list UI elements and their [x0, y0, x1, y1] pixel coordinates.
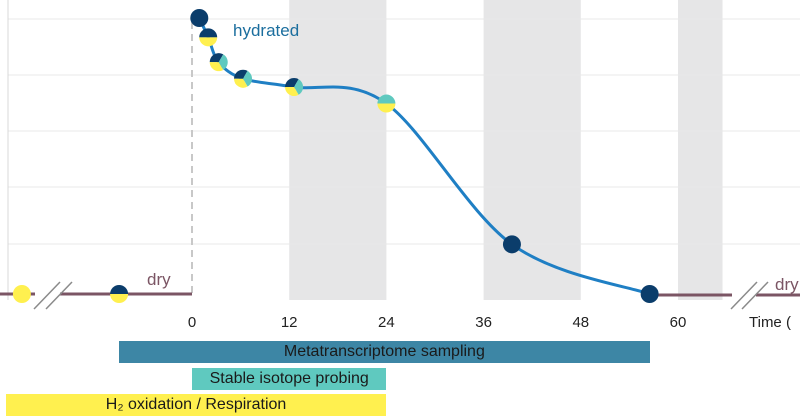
data-point-8	[502, 235, 521, 254]
data-point-segment-1-1	[110, 294, 129, 303]
data-point-2	[190, 9, 209, 27]
experiment-bar-label-0: Metatranscriptome sampling	[283, 343, 485, 360]
x-tick-label-48: 48	[572, 314, 589, 331]
data-point-segment-5-0	[234, 69, 248, 79]
experiment-bar-1: Stable isotope probing	[192, 368, 387, 390]
data-point-1	[110, 285, 129, 303]
axis-break-slash-a-1	[730, 281, 758, 310]
data-point-segment-4-1	[218, 54, 228, 70]
data-point-segment-6-0	[285, 78, 299, 87]
experiment-bar-0: Metatranscriptome sampling	[119, 341, 650, 363]
data-point-segment-5-2	[234, 78, 248, 88]
data-point-segment-5-1	[243, 70, 253, 87]
annotation-dry-2: dry	[775, 275, 799, 294]
data-point-3	[199, 28, 218, 47]
shaded-interval-1	[483, 0, 581, 300]
data-point-4	[209, 53, 228, 72]
data-point-segment-6-2	[285, 87, 299, 96]
data-point-segment-6-1	[294, 79, 304, 95]
data-point-segment-7-0	[377, 94, 396, 104]
x-tick-label-0: 0	[188, 314, 196, 331]
experiment-bar-2: H₂ oxidation / Respiration	[5, 394, 387, 416]
x-tick-label-24: 24	[378, 314, 395, 331]
x-axis-label: Time (	[749, 314, 791, 331]
data-point-0	[12, 285, 31, 303]
axis-break-gap-1	[732, 282, 756, 306]
data-point-5	[234, 69, 253, 88]
annotation-dry-1: dry	[147, 270, 171, 289]
data-point-7	[377, 94, 396, 113]
x-tick-label-60: 60	[670, 314, 687, 331]
data-point-segment-7-1	[377, 103, 396, 113]
axis-break-slash-b-0	[45, 281, 73, 310]
x-tick-label-12: 12	[281, 314, 298, 331]
data-point-fill-9	[640, 285, 659, 303]
hydrated-curve	[197, 17, 651, 296]
data-point-fill-2	[190, 9, 209, 27]
experiment-bar-label-2: H₂ oxidation / Respiration	[105, 396, 287, 413]
data-point-fill-0	[12, 285, 31, 303]
hydration-chart: hydrated dry dry 0 12 24 36 48 60 Time (	[0, 0, 800, 331]
data-point-segment-3-0	[199, 28, 218, 38]
shaded-interval-0	[289, 0, 387, 300]
experiment-bar-label-1: Stable isotope probing	[209, 370, 369, 387]
axis-break-slash-a-0	[33, 281, 61, 310]
data-point-segment-4-0	[209, 53, 224, 63]
data-point-segment-4-2	[209, 62, 224, 72]
data-point-segment-1-0	[110, 285, 129, 294]
data-point-9	[640, 285, 659, 303]
x-tick-label-36: 36	[475, 314, 492, 331]
data-point-fill-8	[502, 235, 521, 254]
data-point-6	[285, 78, 304, 96]
data-point-segment-3-1	[199, 37, 218, 47]
axis-break-slash-b-1	[741, 281, 769, 310]
annotation-hydrated-0: hydrated	[233, 21, 299, 40]
shaded-interval-2	[678, 0, 723, 300]
